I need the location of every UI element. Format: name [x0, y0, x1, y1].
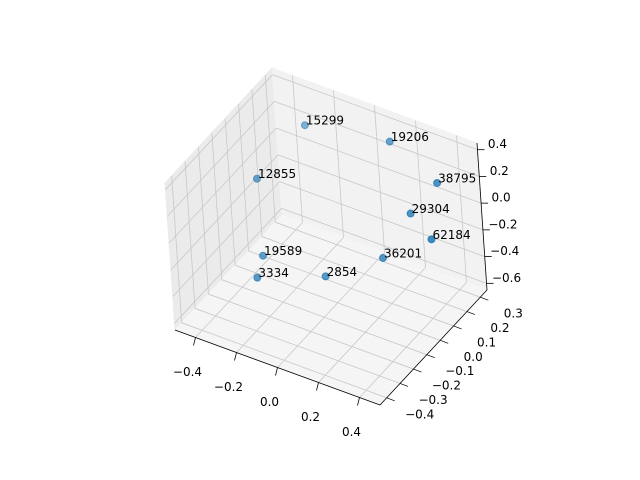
axis-line	[174, 329, 381, 406]
grid-line	[171, 175, 183, 323]
tick-mark	[357, 397, 360, 406]
point-label: 19589	[264, 244, 302, 258]
point	[379, 253, 388, 262]
grid-line	[238, 103, 249, 251]
grid-line	[194, 308, 401, 384]
point-label: 2854	[327, 265, 358, 279]
grid-line	[168, 127, 277, 244]
y-tick-label: 0.1	[477, 335, 496, 349]
point-label: 12855	[258, 167, 296, 181]
axis-line	[476, 142, 488, 291]
x-tick-label: −0.2	[214, 380, 243, 394]
tick-mark	[480, 296, 489, 301]
grid-line	[211, 132, 223, 280]
tick-mark	[193, 337, 196, 346]
z-tick-label: 0.0	[492, 191, 511, 205]
grid-line	[279, 181, 485, 257]
grid-line	[374, 105, 385, 253]
grid-line	[181, 322, 387, 399]
tick-mark	[426, 354, 435, 359]
tick-mark	[386, 397, 395, 402]
grid-line	[251, 89, 263, 237]
point	[385, 137, 394, 146]
grid-line	[221, 279, 427, 356]
grid-line	[184, 161, 196, 309]
grid-line	[333, 90, 344, 238]
grid-line	[166, 101, 275, 217]
grid-line	[224, 118, 236, 266]
x-tick-label: −0.4	[173, 365, 202, 379]
grid-line	[170, 154, 279, 271]
grid-line	[208, 293, 414, 370]
tick-mark	[466, 311, 476, 315]
x-tick-label: 0.0	[260, 395, 279, 409]
grid-line	[274, 101, 480, 177]
grid-line	[165, 74, 273, 190]
point	[300, 121, 309, 130]
y-tick-label: −0.4	[405, 407, 434, 421]
tick-mark	[399, 383, 409, 387]
z-tick-label: −0.4	[490, 244, 519, 258]
x-tick-label: 0.2	[301, 410, 320, 424]
z-tick-label: 0.2	[490, 164, 509, 178]
point-label: 15299	[306, 114, 344, 128]
point-label: 38795	[438, 171, 476, 185]
tick-mark	[234, 352, 237, 361]
grid-line	[248, 250, 454, 327]
y-tick-label: −0.3	[418, 393, 447, 407]
grid-line	[264, 75, 276, 223]
y-tick-label: −0.2	[432, 379, 461, 393]
point	[252, 174, 261, 183]
point	[259, 251, 268, 260]
grid-line	[275, 127, 482, 204]
z-tick-label: 0.4	[488, 137, 507, 151]
grid-line	[292, 75, 303, 223]
point	[406, 209, 415, 218]
grid-line	[277, 154, 484, 231]
grid-line	[277, 252, 385, 368]
point	[321, 272, 330, 281]
y-tick-label: −0.1	[445, 364, 474, 378]
point-label: 62184	[432, 228, 470, 242]
grid-line	[235, 264, 441, 341]
z-tick-label: −0.2	[488, 217, 517, 231]
grid-line	[172, 181, 281, 297]
grid-line	[261, 236, 468, 312]
point	[253, 273, 262, 282]
y-tick-label: 0.0	[464, 350, 483, 364]
point-label: 19206	[391, 130, 429, 144]
grid-line	[456, 135, 467, 283]
grid-line	[236, 237, 344, 353]
tick-mark	[413, 368, 422, 373]
tick-mark	[440, 339, 449, 344]
point	[433, 178, 442, 187]
grid-line	[275, 221, 481, 298]
y-tick-label: 0.2	[490, 321, 509, 335]
point-label: 29304	[412, 202, 450, 216]
tick-mark	[275, 367, 278, 376]
grid-line	[415, 120, 426, 268]
point	[427, 235, 436, 244]
grid-line	[272, 74, 478, 151]
y-tick-label: 0.3	[504, 307, 523, 321]
tick-mark	[316, 382, 319, 391]
point-label: 36201	[384, 246, 422, 260]
point-label: 3334	[258, 266, 289, 280]
grid-line	[318, 267, 426, 383]
x-tick-label: 0.4	[342, 425, 361, 439]
grid-line	[174, 208, 282, 324]
grid-line	[198, 147, 209, 295]
z-tick-label: −0.6	[492, 271, 521, 285]
grid-line	[359, 282, 467, 398]
axis-line	[379, 289, 488, 406]
tick-mark	[453, 325, 462, 330]
grid-line	[195, 222, 303, 338]
grid-line	[281, 207, 487, 284]
